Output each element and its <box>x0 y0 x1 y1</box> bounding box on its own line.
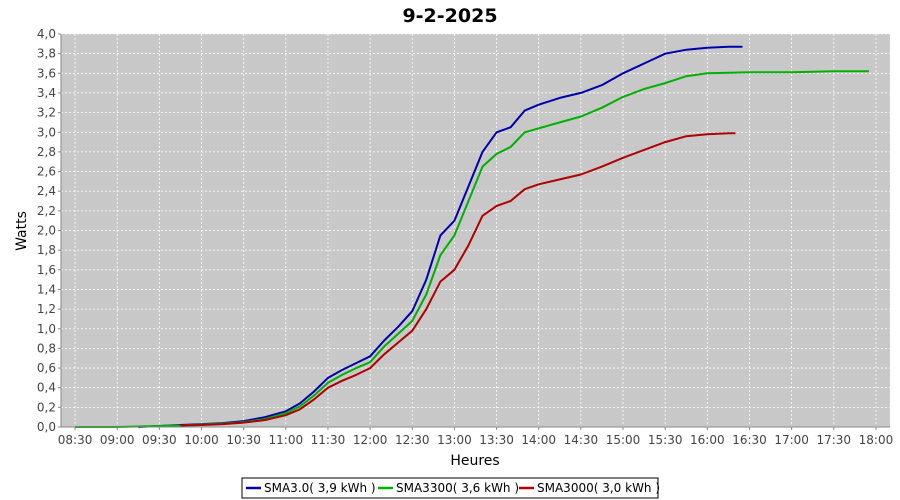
y-tick-label: 2,0 <box>37 224 56 238</box>
x-tick-label: 14:30 <box>564 433 599 447</box>
y-tick-label: 0,4 <box>37 381 56 395</box>
x-tick-label: 14:00 <box>521 433 556 447</box>
x-tick-label: 11:00 <box>269 433 304 447</box>
y-tick-label: 3,2 <box>37 106 56 120</box>
x-tick-label: 11:30 <box>311 433 346 447</box>
y-tick-label: 0,0 <box>37 420 56 434</box>
y-tick-label: 3,8 <box>37 47 56 61</box>
legend-label-1: SMA3300( 3,6 kWh ) <box>396 481 519 495</box>
y-tick-label: 3,6 <box>37 66 56 80</box>
y-tick-label: 2,4 <box>37 184 56 198</box>
x-tick-label: 17:30 <box>816 433 851 447</box>
x-tick-label: 08:30 <box>58 433 93 447</box>
x-tick-label: 13:30 <box>479 433 514 447</box>
x-tick-label: 13:00 <box>437 433 472 447</box>
x-tick-label: 16:00 <box>690 433 725 447</box>
y-tick-label: 0,8 <box>37 341 56 355</box>
series-lines <box>75 45 869 428</box>
y-tick-label: 1,8 <box>37 243 56 257</box>
x-tick-label: 16:30 <box>732 433 767 447</box>
y-tick-label: 3,0 <box>37 125 56 139</box>
y-tick-label: 2,8 <box>37 145 56 159</box>
y-tick-label: 4,0 <box>37 27 56 41</box>
y-tick-label: 2,2 <box>37 204 56 218</box>
x-tick-label: 15:30 <box>648 433 683 447</box>
x-tick-label: 10:00 <box>184 433 219 447</box>
y-tick-label: 2,6 <box>37 165 56 179</box>
y-tick-label: 1,0 <box>37 322 56 336</box>
x-tick-label: 12:30 <box>395 433 430 447</box>
y-tick-label: 1,6 <box>37 263 56 277</box>
x-tick-label: 09:30 <box>142 433 177 447</box>
series-line-2 <box>180 132 736 427</box>
x-axis-ticks: 08:30 09:00 09:30 10:00 10:30 11:00 11:30 12:00… <box>58 427 893 447</box>
x-tick-label: 10:30 <box>226 433 261 447</box>
x-axis-label: Heures <box>450 453 499 469</box>
chart-title: 9-2-2025 <box>402 5 497 27</box>
y-tick-label: 0,2 <box>37 400 56 414</box>
x-tick-label: 09:00 <box>100 433 135 447</box>
y-tick-label: 3,4 <box>37 86 56 100</box>
y-axis-label: Watts <box>14 211 30 251</box>
x-tick-label: 18:00 <box>859 433 894 447</box>
legend-box <box>241 477 659 499</box>
grid <box>61 33 890 428</box>
y-axis-ticks: 0,0 0,2 0,4 0,6 0,8 1,0 1,2 1,4 1,6 1,8 2,0 2,2 2,4 2… <box>37 27 61 434</box>
y-tick-label: 1,4 <box>37 282 56 296</box>
y-tick-label: 0,6 <box>37 361 56 375</box>
series-line-0 <box>138 45 743 428</box>
legend: SMA3.0( 3,9 kWh ) SMA3300( 3,6 kWh ) SMA30… <box>241 477 660 499</box>
x-tick-label: 12:00 <box>353 433 388 447</box>
x-tick-label: 17:00 <box>774 433 809 447</box>
legend-label-0: SMA3.0( 3,9 kWh ) <box>264 481 376 495</box>
legend-label-2: SMA3000( 3,0 kWh ) <box>537 481 660 495</box>
y-tick-label: 1,2 <box>37 302 56 316</box>
x-tick-label: 15:00 <box>606 433 641 447</box>
